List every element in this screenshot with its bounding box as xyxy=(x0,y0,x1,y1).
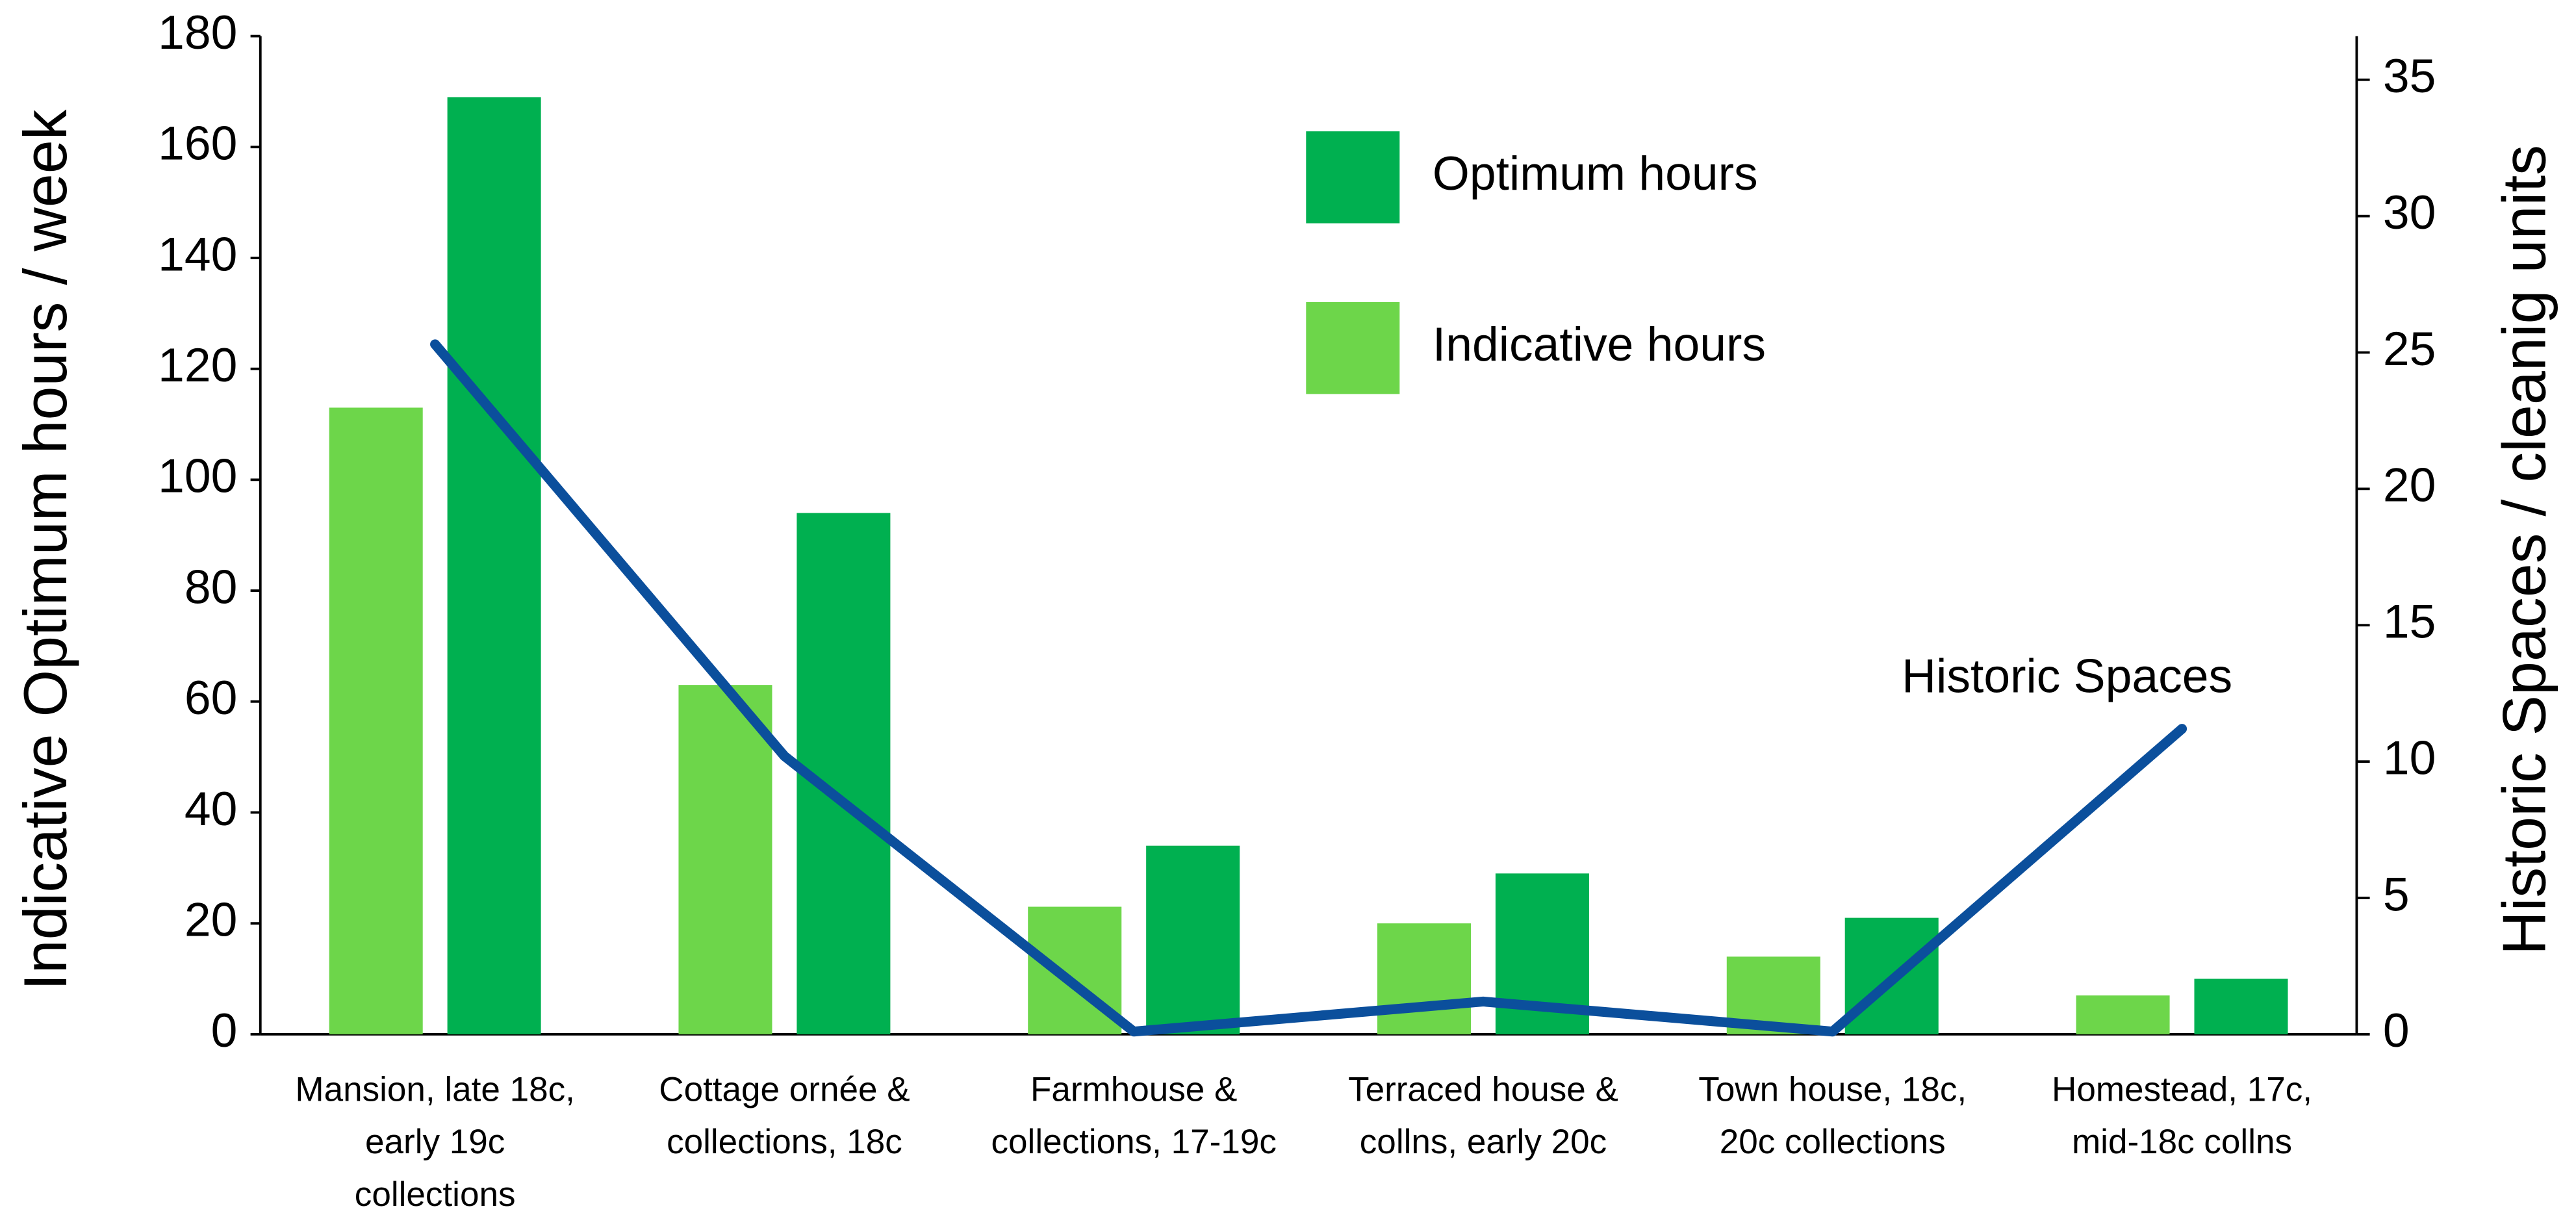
legend-swatch xyxy=(1306,301,1400,394)
line xyxy=(430,339,2187,1037)
y-axis-title: Indicative Optimum hours / week xyxy=(11,109,79,990)
bar xyxy=(1146,845,1240,1034)
bar xyxy=(447,97,541,1034)
x-tick-label: Mansion, late 18c, early 19c collections xyxy=(295,1070,575,1214)
bar xyxy=(2076,995,2170,1034)
y2-tick-label: 0 xyxy=(2383,1004,2410,1057)
y2-axis-title: Historic Spaces / cleanig units xyxy=(2490,145,2558,955)
y2-tick-label: 35 xyxy=(2383,49,2436,103)
y-tick-label: 40 xyxy=(185,782,238,836)
y-tick-label: 160 xyxy=(158,117,237,170)
y2-tick-label: 20 xyxy=(2383,459,2436,512)
y-tick-label: 60 xyxy=(185,671,238,724)
legend-swatch xyxy=(1306,131,1400,224)
y2-tick-label: 10 xyxy=(2383,731,2436,784)
y-tick-label: 80 xyxy=(185,560,238,613)
y2-tick-label: 25 xyxy=(2383,322,2436,376)
legend-label: Optimum hours xyxy=(1433,147,1758,200)
y-tick-label: 120 xyxy=(158,339,237,392)
x-tick-label: Homestead, 17c, mid-18c collns xyxy=(2052,1070,2312,1161)
legend-label: Indicative hours xyxy=(1433,318,1766,371)
y2-tick-label: 15 xyxy=(2383,595,2436,648)
bar xyxy=(678,685,772,1034)
y-tick-label: 140 xyxy=(158,227,237,281)
y-tick-label: 100 xyxy=(158,450,237,503)
y-tick-label: 0 xyxy=(211,1004,238,1057)
y2-tick-label: 30 xyxy=(2383,186,2436,239)
bar xyxy=(2194,979,2288,1034)
bar xyxy=(329,407,423,1034)
bar xyxy=(1377,923,1472,1034)
line-label: Historic Spaces xyxy=(1902,649,2232,702)
y-tick-label: 180 xyxy=(158,6,237,59)
x-tick-label: Town house, 18c, 20c collections xyxy=(1698,1070,1967,1161)
x-tick-label: Cottage ornée & collections, 18c xyxy=(659,1070,910,1161)
x-tick-label: Farmhouse & collections, 17-19c xyxy=(991,1070,1277,1161)
y2-tick-label: 5 xyxy=(2383,867,2410,921)
y-tick-label: 20 xyxy=(185,893,238,947)
x-tick-label: Terraced house & collns, early 20c xyxy=(1348,1070,1618,1161)
